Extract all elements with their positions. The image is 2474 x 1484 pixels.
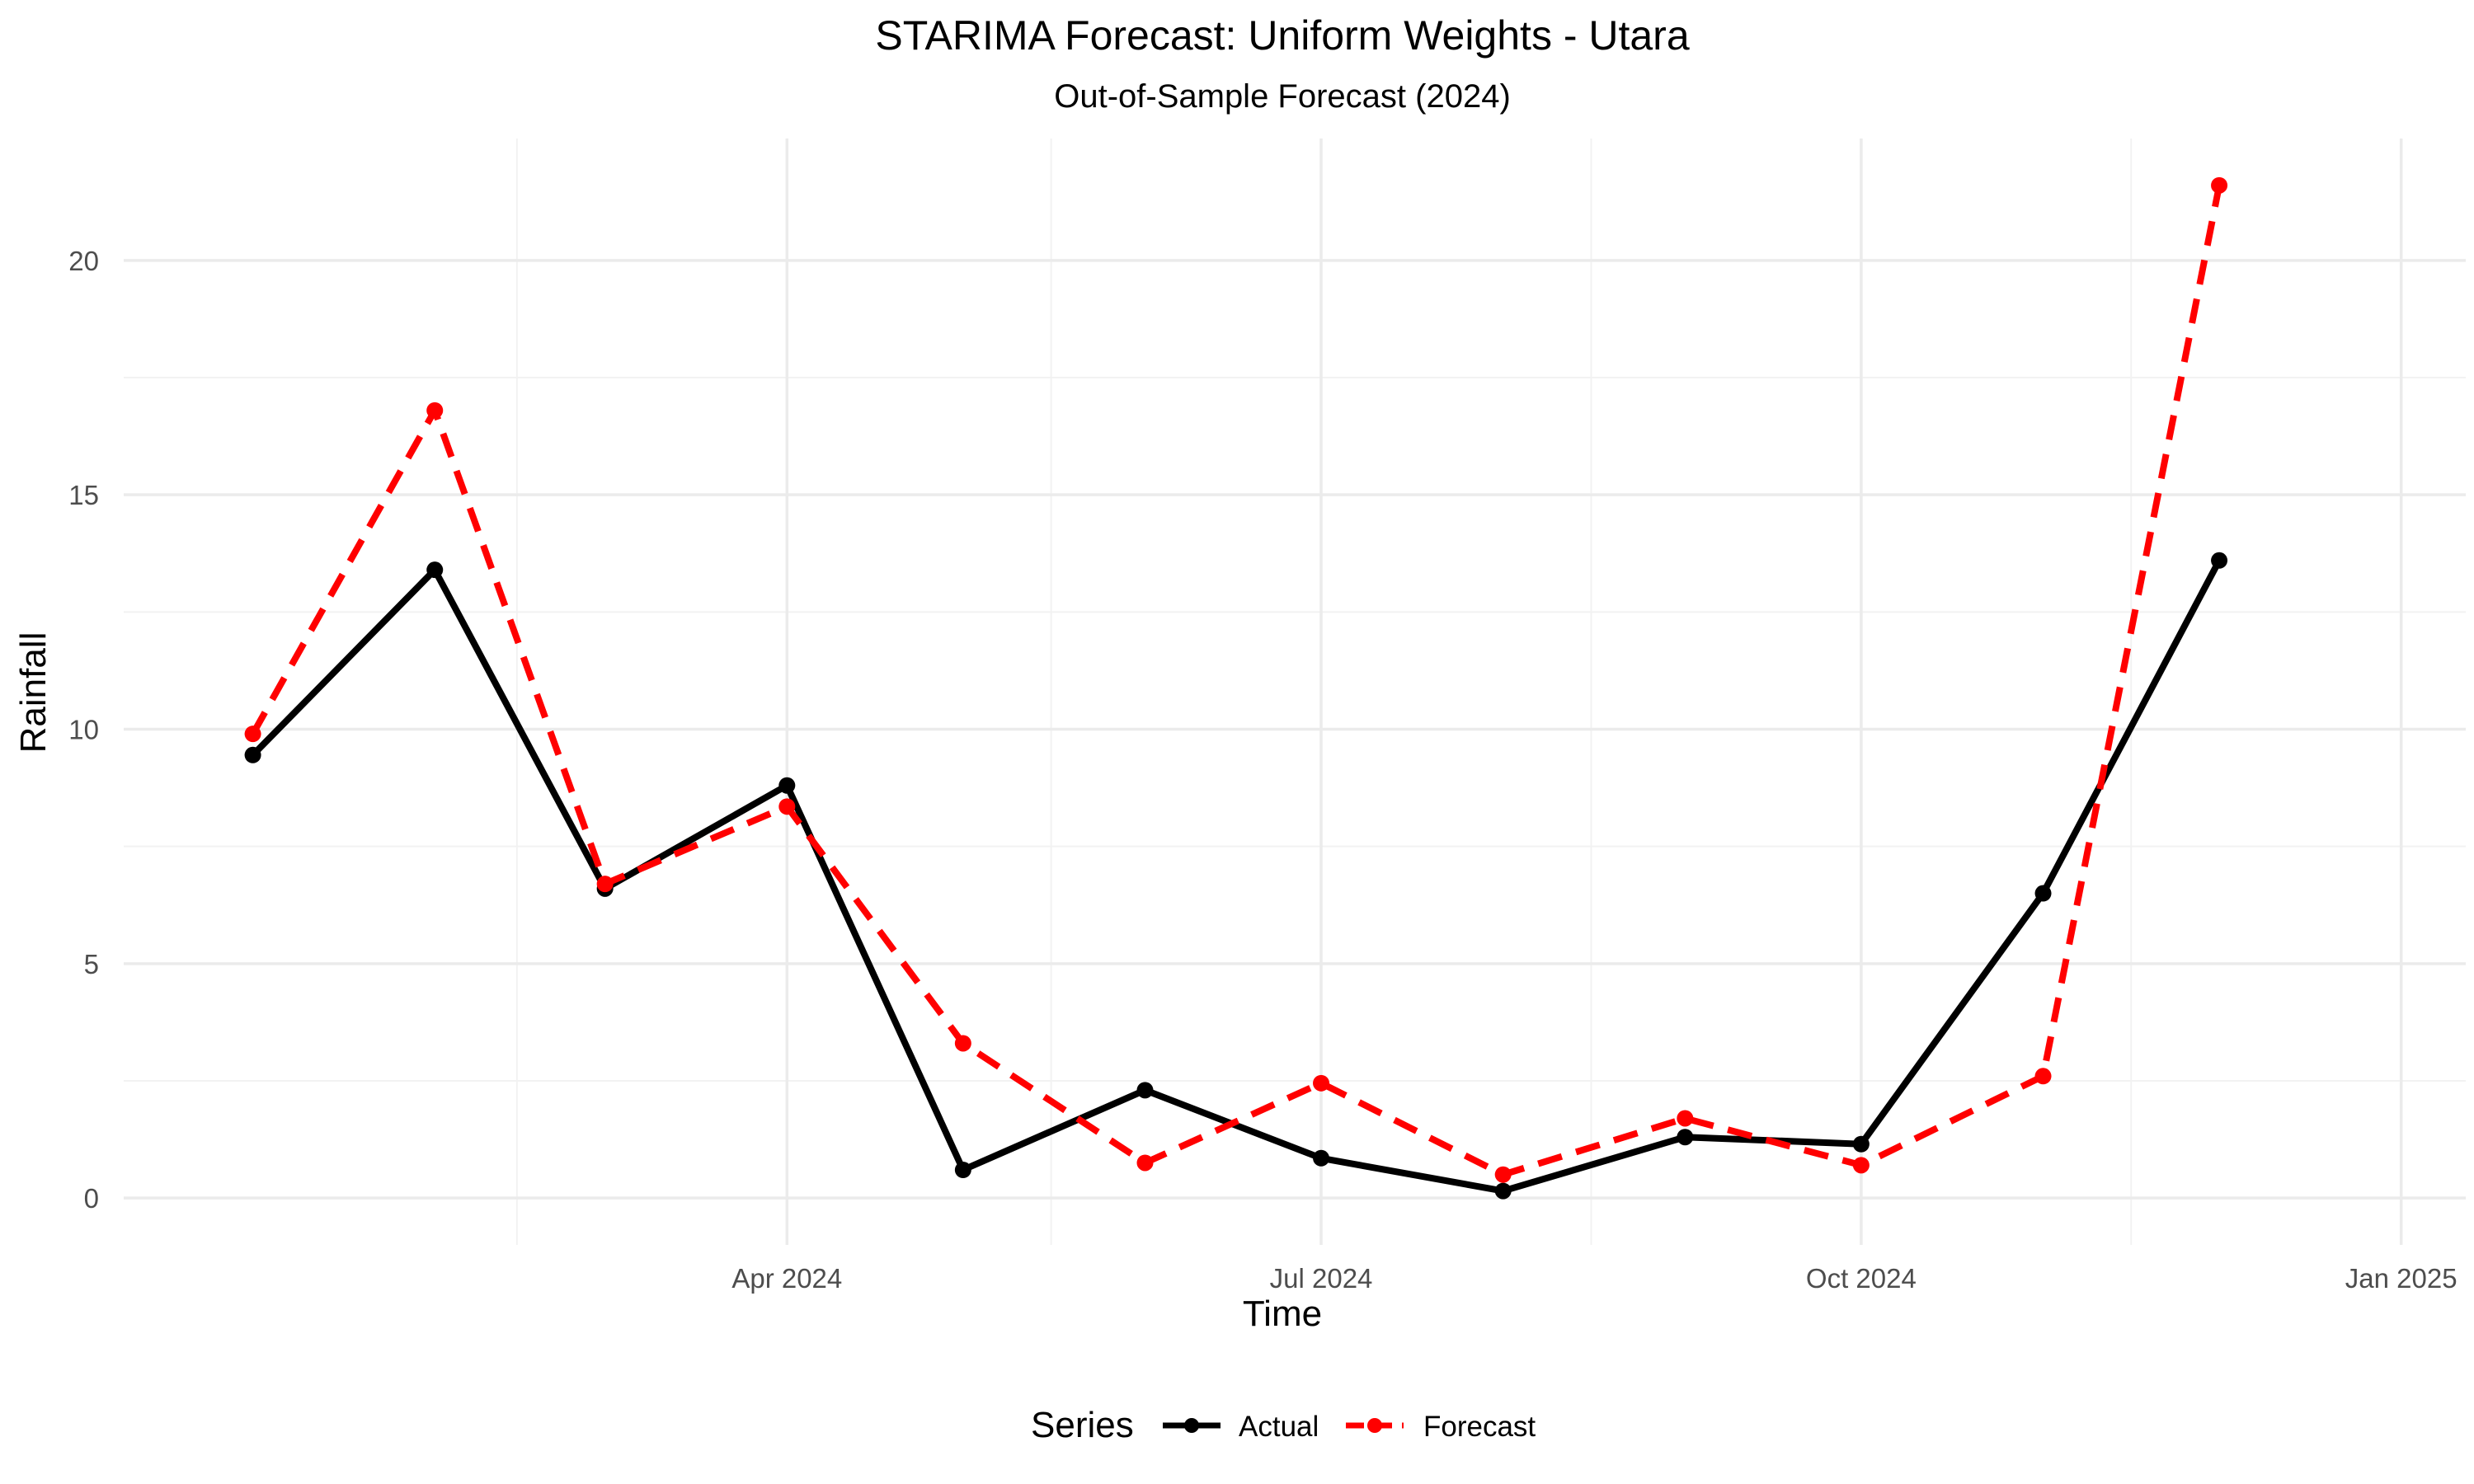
y-tick-label-15: 15 (68, 480, 99, 510)
data-point-actual (1313, 1149, 1330, 1167)
legend-item-forecast: Forecast (1346, 1411, 1536, 1443)
x-tick-label-jan-2025: Jan 2025 (2345, 1263, 2458, 1294)
data-point-forecast (2211, 176, 2228, 194)
data-point-forecast (954, 1035, 971, 1052)
y-tick-label-10: 10 (68, 714, 99, 744)
data-point-forecast (778, 798, 796, 815)
x-axis-ticks: Apr 2024 Jul 2024 Oct 2024 Jan 2025 (731, 1263, 2457, 1294)
data-point-forecast (1852, 1157, 1870, 1174)
legend: Series Actual Forecast (1031, 1405, 1536, 1445)
y-tick-label-20: 20 (68, 246, 99, 276)
data-point-forecast (244, 726, 261, 743)
series-forecast (244, 176, 2228, 1183)
data-point-actual (778, 777, 796, 794)
legend-title: Series (1031, 1405, 1134, 1445)
data-point-actual (1852, 1135, 1870, 1153)
data-point-forecast (2034, 1068, 2052, 1085)
series-line-forecast (250, 185, 2223, 1178)
data-point-actual (1494, 1182, 1512, 1200)
data-point-actual (2034, 885, 2052, 902)
data-point-forecast (1677, 1110, 1694, 1127)
data-point-forecast (1136, 1154, 1154, 1172)
legend-key-forecast-point (1367, 1418, 1382, 1433)
y-tick-label-5: 5 (84, 949, 99, 979)
x-tick-label-apr-2024: Apr 2024 (731, 1263, 842, 1294)
data-point-actual (2211, 552, 2228, 569)
data-point-forecast (1313, 1074, 1330, 1092)
data-point-forecast (1494, 1166, 1512, 1183)
data-point-actual (954, 1162, 971, 1179)
data-point-actual (1136, 1082, 1154, 1099)
legend-label-actual: Actual (1239, 1411, 1319, 1443)
major-gridlines (124, 139, 2466, 1245)
legend-item-actual: Actual (1163, 1411, 1319, 1443)
data-point-forecast (596, 876, 614, 893)
minor-gridlines (124, 139, 2466, 1245)
legend-key-actual-point (1184, 1418, 1199, 1433)
y-tick-label-0: 0 (84, 1183, 99, 1214)
chart-subtitle: Out-of-Sample Forecast (2024) (1054, 78, 1511, 115)
series-layer (244, 176, 2228, 1200)
x-tick-label-oct-2024: Oct 2024 (1806, 1263, 1917, 1294)
chart-title: STARIMA Forecast: Uniform Weights - Utar… (875, 12, 1689, 59)
y-axis-title: Rainfall (13, 632, 54, 754)
data-point-actual (1677, 1129, 1694, 1146)
data-point-actual (244, 746, 261, 763)
data-point-actual (426, 561, 444, 579)
data-point-forecast (426, 402, 444, 419)
legend-label-forecast: Forecast (1423, 1411, 1536, 1443)
x-tick-label-jul-2024: Jul 2024 (1270, 1263, 1373, 1294)
y-axis-ticks: 0 5 10 15 20 (68, 246, 99, 1214)
x-axis-title: Time (1243, 1294, 1322, 1334)
